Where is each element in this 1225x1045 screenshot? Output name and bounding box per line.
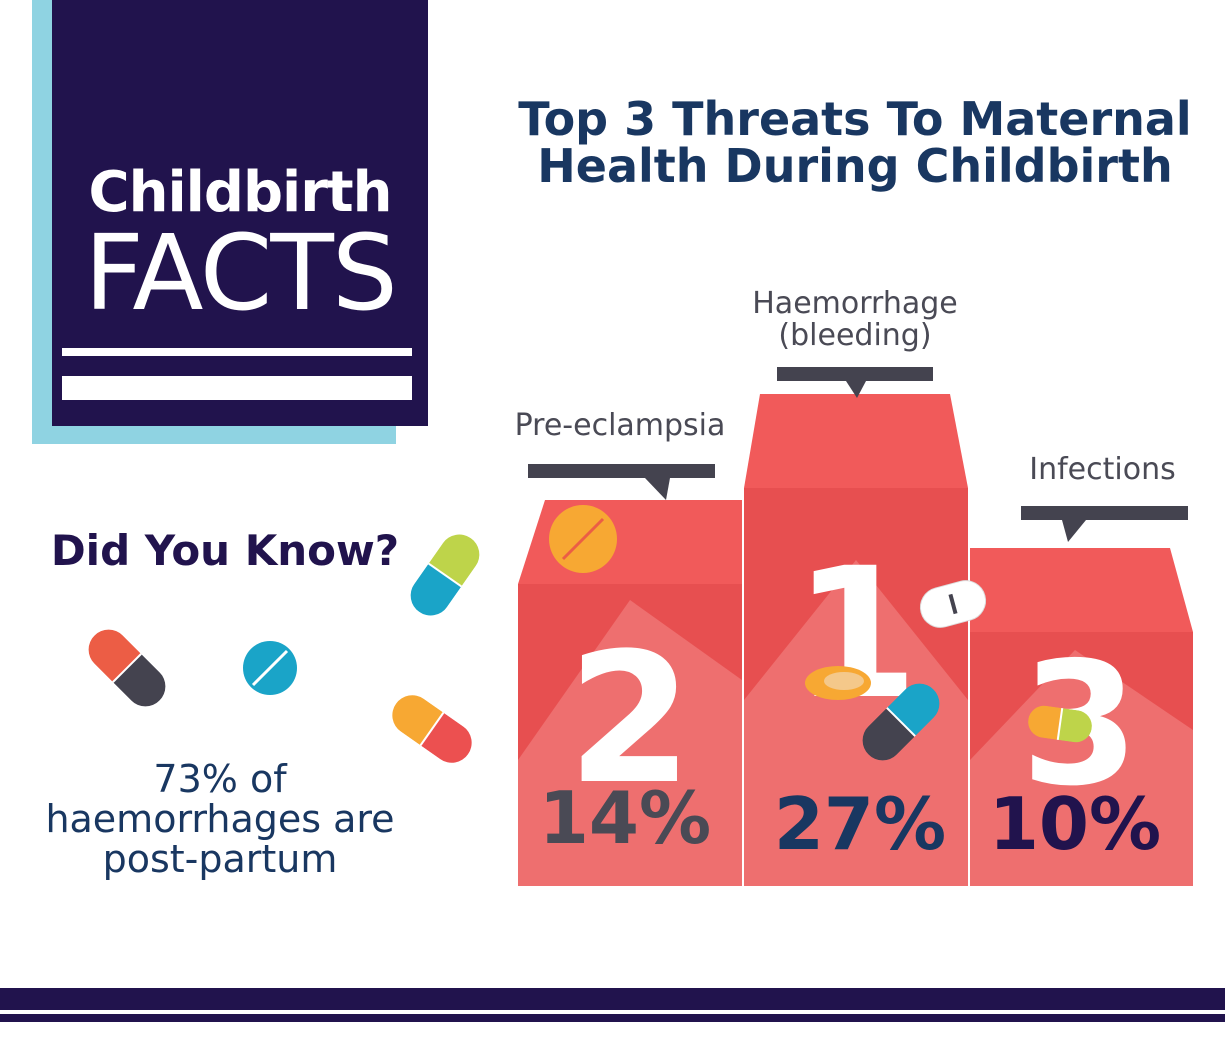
pill-capsule-orange-red-icon xyxy=(384,687,480,771)
pill-tablet-blue-icon xyxy=(243,641,297,695)
page-title-line2: Health During Childbirth xyxy=(537,138,1173,193)
badge-divider-thick xyxy=(62,376,412,400)
podium-percent-3: 10% xyxy=(988,782,1162,866)
page-title: Top 3 Threats To Maternal Health During … xyxy=(470,96,1225,190)
podium-label-1-line1: Haemorrhage xyxy=(752,286,958,321)
podium-label-1-line2: (bleeding) xyxy=(778,317,932,353)
podium-block-3 xyxy=(970,548,1193,886)
podium-rank-2: 2 xyxy=(567,615,693,824)
podium-label-2-line1: Pre-eclampsia xyxy=(514,408,726,443)
page-title-line1: Top 3 Threats To Maternal xyxy=(518,92,1192,146)
label-bar-2 xyxy=(528,464,715,500)
footer-bar-thick xyxy=(0,988,1225,1010)
label-bar-1 xyxy=(777,367,933,398)
badge-divider-thin xyxy=(62,348,412,356)
did-you-know-fact: 73% of haemorrhages are post-partum xyxy=(20,757,420,881)
badge-title-line1: Childbirth xyxy=(88,160,393,225)
podium-block-2 xyxy=(518,500,742,886)
fact-line3: post-partum xyxy=(102,836,338,881)
pill-oval-orange-icon xyxy=(805,666,871,700)
podium-label-3: Infections xyxy=(1000,454,1205,486)
pill-capsule-white-icon xyxy=(919,580,987,628)
podium-percent-2: 14% xyxy=(538,776,712,860)
pill-capsule-orange-green-icon xyxy=(1026,703,1094,745)
podium-label-2: Pre-eclampsia xyxy=(500,410,740,442)
footer-bar-thin xyxy=(0,1014,1225,1022)
pill-capsule-green-blue-icon xyxy=(402,526,488,624)
did-you-know-heading: Did You Know? xyxy=(50,526,400,575)
badge-title-line2: FACTS xyxy=(84,212,398,334)
pill-capsule-orange-gray-icon xyxy=(80,621,174,715)
pill-tablet-orange-icon xyxy=(549,505,617,573)
fact-line1: 73% of xyxy=(153,757,287,801)
fact-line2: haemorrhages are xyxy=(45,796,395,841)
podium-label-1: Haemorrhage (bleeding) xyxy=(730,288,980,351)
podium-label-3-line1: Infections xyxy=(1029,452,1176,487)
label-bar-3 xyxy=(1021,506,1188,542)
pill-capsule-blue-gray-icon xyxy=(854,675,948,769)
podium-percent-1: 27% xyxy=(773,782,947,866)
